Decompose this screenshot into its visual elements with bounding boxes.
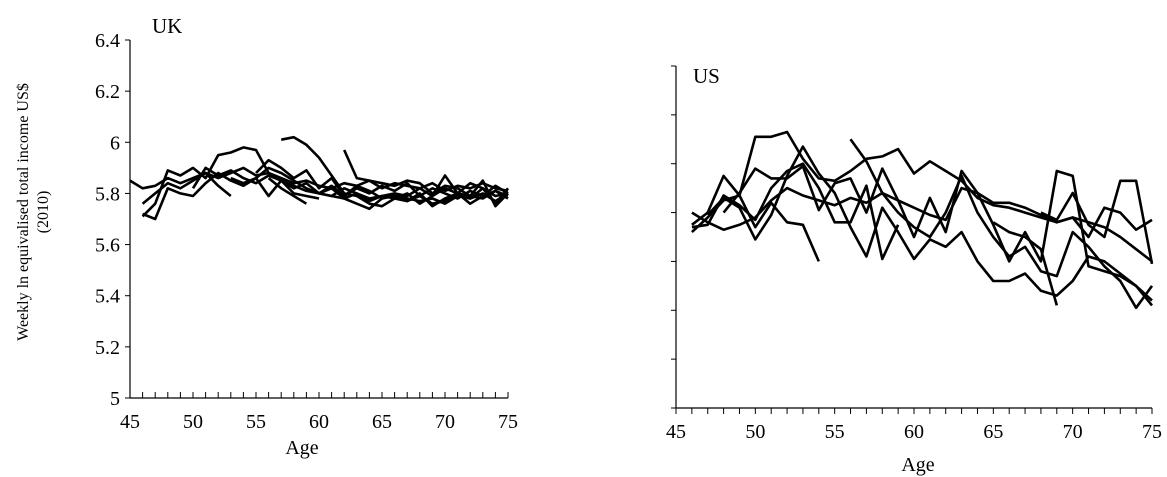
x-tick-label: 60 xyxy=(904,421,924,443)
x-tick-label: 65 xyxy=(372,411,392,433)
uk-panel: 5 5.2 5.4 5.6 5.8 6 6.2 6.4 45 50 55 60 65 70 75 UK Age W… xyxy=(15,14,518,459)
series-line-4 xyxy=(691,162,900,261)
x-tick-label: 75 xyxy=(1142,421,1162,443)
series-line-11 xyxy=(318,189,509,211)
x-tick-label: 70 xyxy=(435,411,455,433)
series-line-6 xyxy=(722,164,1153,302)
y-axis-label: Weekly ln equivalised total income US$ (2… xyxy=(15,83,52,341)
x-tick-label: 55 xyxy=(825,421,845,443)
series-line-1 xyxy=(691,186,1153,263)
y-tick-label: 5.8 xyxy=(95,183,120,205)
y-tick-label: 6 xyxy=(110,132,120,154)
series-line-3 xyxy=(691,174,820,262)
x-axis-label: Age xyxy=(901,454,934,476)
series-line-4 xyxy=(141,146,320,218)
series-line-2 xyxy=(691,130,1153,239)
series-line-3 xyxy=(141,171,232,205)
series-line-9 xyxy=(992,221,1059,306)
us-panel: 45 50 55 60 65 70 75 US Age xyxy=(666,64,1162,476)
x-tick-label: 70 xyxy=(1063,421,1083,443)
y-tick-label: 5.4 xyxy=(95,286,120,308)
panel-title: US xyxy=(693,64,720,88)
x-tick-label: 60 xyxy=(309,411,329,433)
x-tick-label: 65 xyxy=(983,421,1003,443)
series-line-9 xyxy=(267,177,308,205)
x-tick-label: 55 xyxy=(246,411,266,433)
y-tick-label: 5.2 xyxy=(95,337,120,359)
series-line-10 xyxy=(343,149,509,208)
y-tick-label: 6.2 xyxy=(95,81,120,103)
x-tick-label: 45 xyxy=(666,421,686,443)
y-tick-label: 5.6 xyxy=(95,235,120,257)
y-tick-label: 6.4 xyxy=(95,30,120,52)
series-line-8 xyxy=(1040,179,1154,265)
x-axis-label: Age xyxy=(285,437,318,459)
x-tick-label: 50 xyxy=(183,411,203,433)
series-line-5 xyxy=(706,145,1154,307)
x-tick-label: 75 xyxy=(498,411,518,433)
x-tick-label: 45 xyxy=(120,411,140,433)
x-tick-label: 50 xyxy=(745,421,765,443)
series-line-7 xyxy=(849,138,1154,310)
series-line-1 xyxy=(129,166,509,193)
panel-title: UK xyxy=(152,14,182,38)
y-tick-label: 5 xyxy=(110,388,120,410)
